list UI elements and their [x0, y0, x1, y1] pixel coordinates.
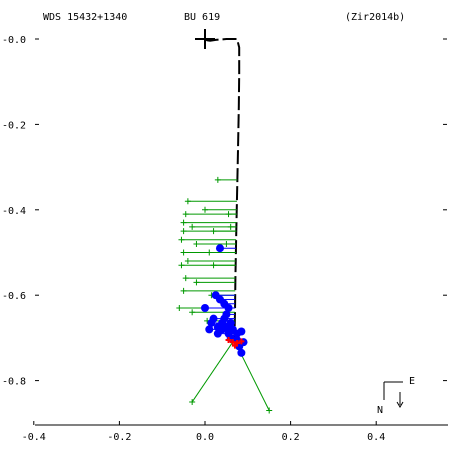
axis-ticks: -0.4 -0.2 0.0 0.2 0.4 -0.0 -0.2 -0.4 -0.6 -0.8 [2, 35, 447, 443]
observation-point [182, 275, 189, 282]
observation-point [206, 249, 213, 256]
observation-point [180, 287, 187, 294]
observation-point [210, 228, 217, 235]
observation-point [189, 309, 196, 316]
wds-id-label: WDS 15432+1340 [43, 12, 127, 23]
observation-point [178, 262, 185, 269]
measure-point [237, 348, 246, 357]
observation-point [178, 236, 185, 243]
compass-north-label: N [377, 405, 383, 416]
x-tick-label: 0.2 [282, 432, 300, 443]
orbit-reference-label: (Zir2014b) [345, 12, 405, 23]
observation-point [182, 211, 189, 218]
compass-arrow-head [396, 401, 404, 408]
observation-point [189, 223, 196, 230]
x-tick-label: 0.0 [196, 432, 214, 443]
observation-point [193, 240, 200, 247]
observation-point [266, 407, 273, 414]
observation-point [184, 258, 191, 265]
recent-measure-point [231, 342, 238, 349]
orbit-layer [204, 38, 241, 341]
recent-measure-point [225, 337, 232, 344]
observation-point [189, 398, 196, 405]
x-tick-label: 0.4 [367, 432, 385, 443]
compass-rose: E N [377, 376, 415, 416]
measure-point [233, 329, 242, 338]
orbit-curve [204, 38, 241, 341]
observation-point [223, 240, 230, 247]
x-tick-label: -0.4 [22, 432, 46, 443]
observation-point [184, 198, 191, 205]
observation-point [214, 176, 221, 183]
y-tick-label: -0.2 [2, 120, 26, 131]
measure-point [207, 318, 216, 327]
measure-point [201, 304, 209, 313]
primary-star [195, 29, 215, 49]
measure-point [205, 325, 214, 334]
observation-point [176, 305, 183, 312]
compass-east-label: E [409, 376, 415, 387]
residual-line [191, 339, 235, 403]
y-tick-label: -0.6 [2, 291, 26, 302]
discoverer-label: BU 619 [184, 12, 220, 23]
measure-point [224, 304, 233, 313]
y-tick-label: -0.4 [2, 206, 26, 217]
primary-star-marker [195, 29, 215, 49]
recent-measure-layer [225, 337, 245, 349]
y-tick-label: -0.0 [2, 35, 26, 46]
measure-point [213, 329, 222, 338]
measure-layer [201, 244, 248, 357]
observation-point [180, 228, 187, 235]
observation-point [180, 219, 187, 226]
observation-point [193, 279, 200, 286]
measure-point [215, 244, 224, 253]
y-tick-label: -0.8 [2, 377, 26, 388]
recent-measure-point [238, 338, 245, 345]
observation-point [202, 206, 208, 213]
observation-point [180, 249, 187, 256]
x-tick-label: -0.2 [107, 432, 131, 443]
observation-point [225, 211, 232, 218]
observation-point [227, 223, 234, 230]
observation-point [210, 262, 217, 269]
